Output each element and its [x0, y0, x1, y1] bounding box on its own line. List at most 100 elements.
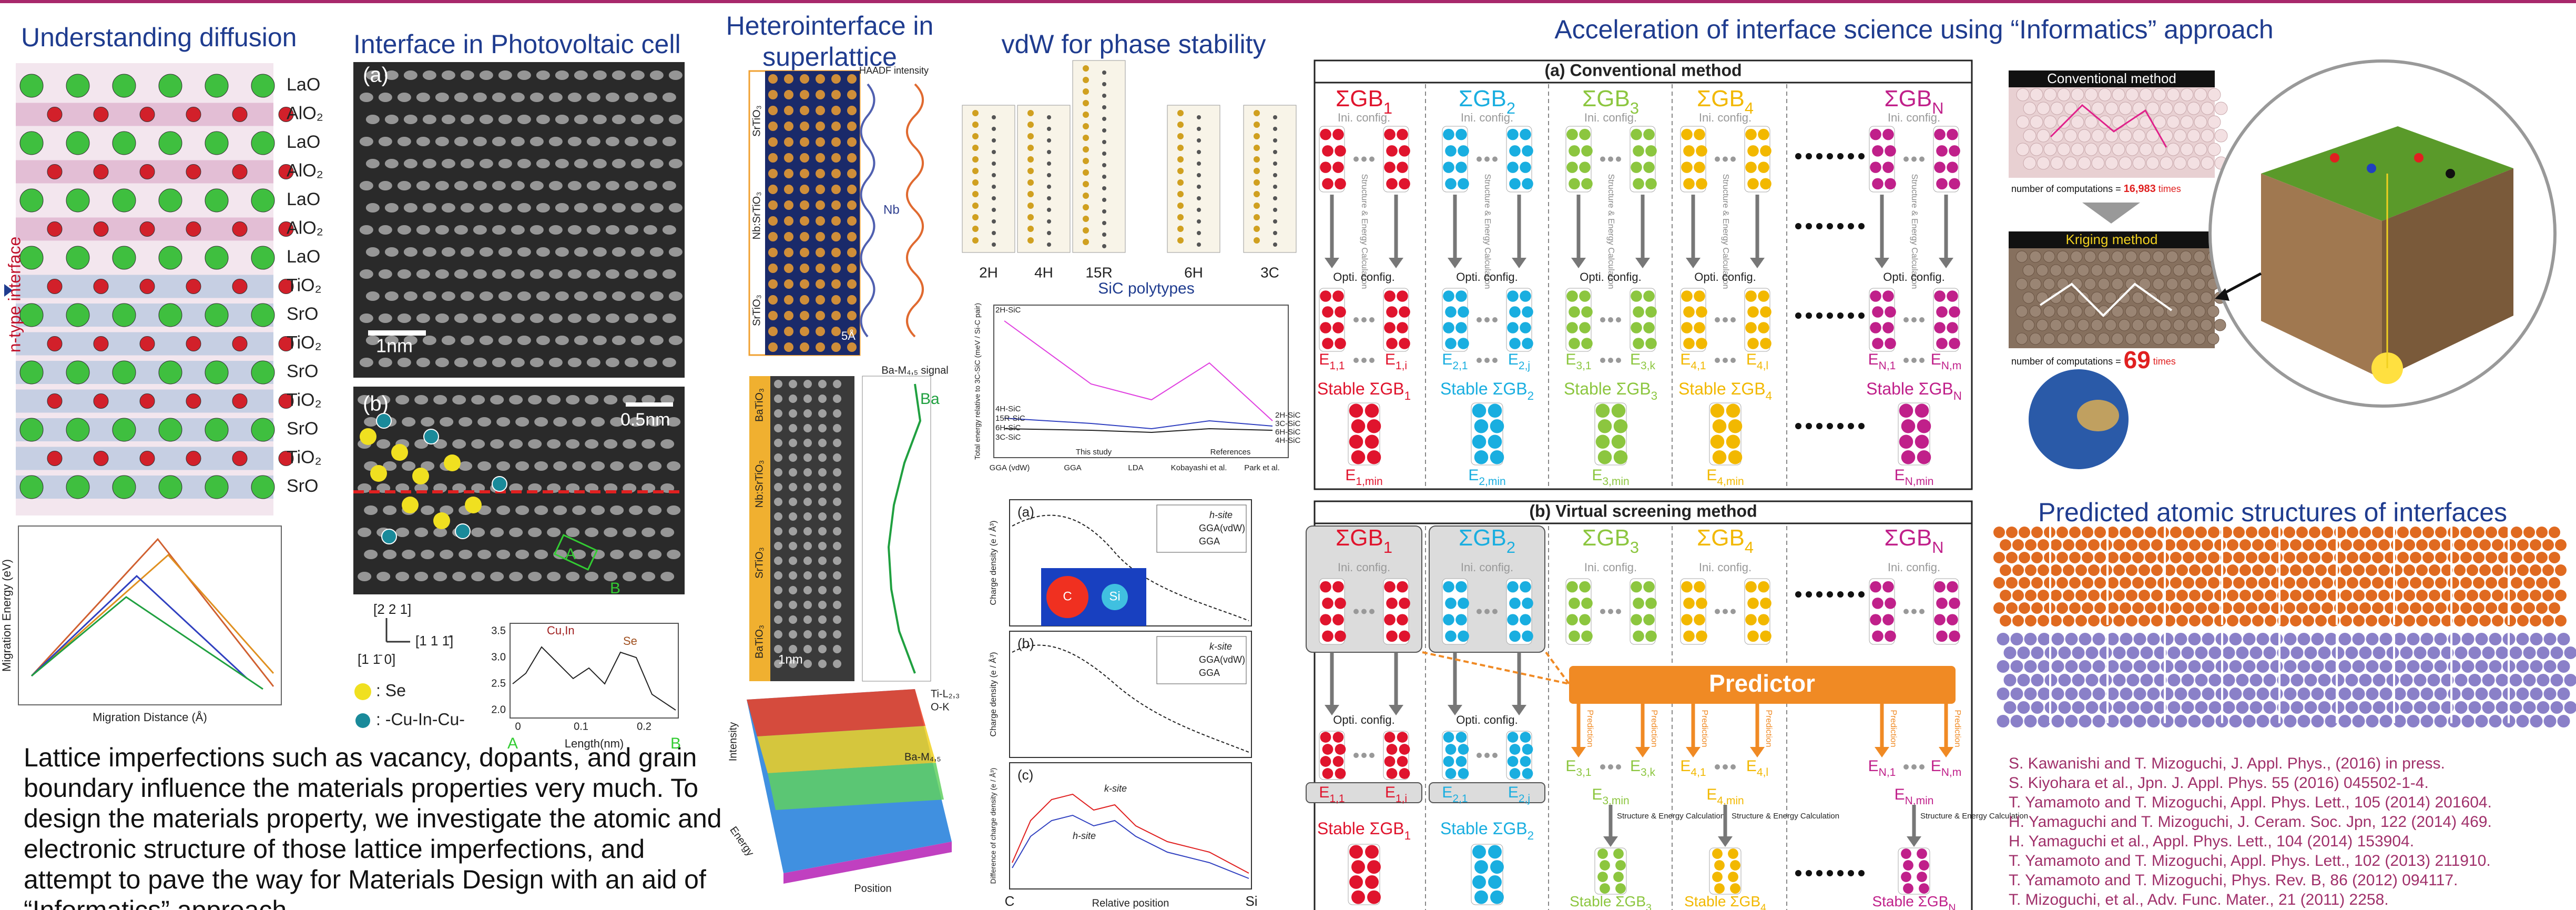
ellipsis-dot — [1616, 157, 1621, 162]
lattice-spot — [528, 395, 542, 405]
strip-atom — [2410, 602, 2421, 614]
atom — [1934, 581, 1946, 593]
atom — [1351, 860, 1365, 874]
symbol-main: E — [1319, 784, 1329, 801]
prediction-label: Prediction — [1889, 710, 1898, 747]
plot-title: Ba-M₄,₅ signal — [881, 365, 948, 376]
layer-label: TiO₂ — [287, 332, 322, 352]
step-label: Ini. config. — [1888, 561, 1940, 574]
strip-atom — [2126, 590, 2137, 601]
atom — [1443, 581, 1454, 593]
atom — [66, 74, 89, 97]
atom — [1730, 860, 1740, 871]
lattice-spot — [784, 327, 793, 336]
strip-atom — [2050, 590, 2062, 601]
strip-atom — [2429, 539, 2440, 551]
lattice-spot — [440, 550, 453, 559]
panel-label: (b) — [363, 392, 389, 416]
strip-atom — [2448, 602, 2459, 614]
symbol-main: E — [1895, 467, 1905, 484]
strip-atom — [2189, 590, 2201, 601]
strip-atom — [2380, 687, 2392, 700]
surface-sphere — [2160, 319, 2171, 331]
atom — [232, 107, 247, 122]
ellipsis-dot — [1723, 358, 1728, 363]
lattice-spot — [833, 380, 841, 388]
atom — [1509, 306, 1521, 318]
atom — [205, 361, 228, 384]
strip-atom — [2243, 715, 2256, 727]
atom — [1399, 145, 1410, 157]
atom — [20, 476, 43, 499]
strip-atom — [2271, 527, 2283, 538]
strip-atom — [2065, 715, 2078, 727]
flow-arrow-head — [1939, 258, 1953, 268]
strip-atom — [2120, 527, 2131, 538]
atom — [1455, 129, 1467, 140]
atom — [1102, 140, 1106, 144]
atom — [1458, 145, 1469, 157]
surface-sphere — [2208, 143, 2221, 156]
strip-atom — [2233, 602, 2245, 614]
method-label: Kobayashi et al. — [1171, 463, 1227, 472]
polytype-structure — [962, 105, 1015, 252]
polytype-label: 3C — [1260, 264, 1279, 280]
lattice-spot — [833, 498, 841, 506]
surface-sphere — [2112, 333, 2123, 345]
element-label: Ba — [920, 390, 940, 408]
lattice-spot — [471, 528, 485, 537]
lattice-spot — [644, 269, 657, 279]
surface-sphere — [2030, 116, 2043, 128]
strip-atom — [2229, 687, 2242, 700]
strip-atom — [2517, 615, 2529, 626]
lattice-spot — [442, 291, 455, 301]
surface-sphere — [2016, 251, 2028, 262]
lattice-spot — [768, 106, 778, 115]
strip-atom — [2347, 527, 2358, 538]
atom — [1882, 581, 1894, 593]
column-ellipsis — [1816, 153, 1822, 159]
symbol-main: E — [1931, 757, 1941, 775]
lattice-spot — [800, 311, 809, 320]
strip-atom — [2059, 701, 2071, 714]
atom — [1901, 848, 1911, 859]
lattice-spot — [803, 483, 812, 491]
lattice-spot — [511, 358, 525, 367]
atom — [205, 246, 228, 269]
column-ellipsis — [1795, 870, 1801, 876]
atom — [1569, 178, 1580, 190]
strip-atom — [2082, 527, 2093, 538]
strip-atom — [2454, 539, 2466, 551]
atom — [1384, 129, 1396, 140]
atom — [1758, 129, 1769, 140]
symbol: E1,i — [1385, 351, 1407, 372]
lattice-spot — [515, 550, 529, 559]
surface-sphere — [2064, 292, 2075, 304]
surface-sphere — [2105, 292, 2116, 304]
lattice-spot — [477, 417, 491, 427]
strip-atom — [2252, 564, 2264, 576]
method-label: GGA — [1064, 463, 1081, 472]
strip-atom — [2530, 590, 2541, 601]
lattice-spot — [816, 169, 825, 178]
strip-atom — [2038, 615, 2049, 626]
lattice-spot — [642, 439, 655, 449]
strip-atom — [2523, 527, 2535, 538]
strip-atom — [2075, 615, 2087, 626]
lattice-spot — [784, 295, 793, 305]
strip-atom — [2188, 660, 2201, 673]
ellipsis-dot — [1903, 157, 1909, 162]
strip-atom — [2290, 615, 2302, 626]
strip-atom — [2410, 527, 2421, 538]
atom — [1566, 290, 1578, 302]
strip-atom — [2537, 674, 2550, 686]
lattice-spot — [768, 232, 778, 241]
atom — [1949, 631, 1960, 642]
atom — [1335, 178, 1346, 190]
structure-layer — [16, 418, 273, 441]
lattice-spot — [452, 395, 466, 405]
surface-sphere — [2099, 116, 2111, 128]
lattice-spot — [549, 181, 563, 190]
strip-atom — [2038, 539, 2049, 551]
lattice-spot — [547, 439, 561, 449]
